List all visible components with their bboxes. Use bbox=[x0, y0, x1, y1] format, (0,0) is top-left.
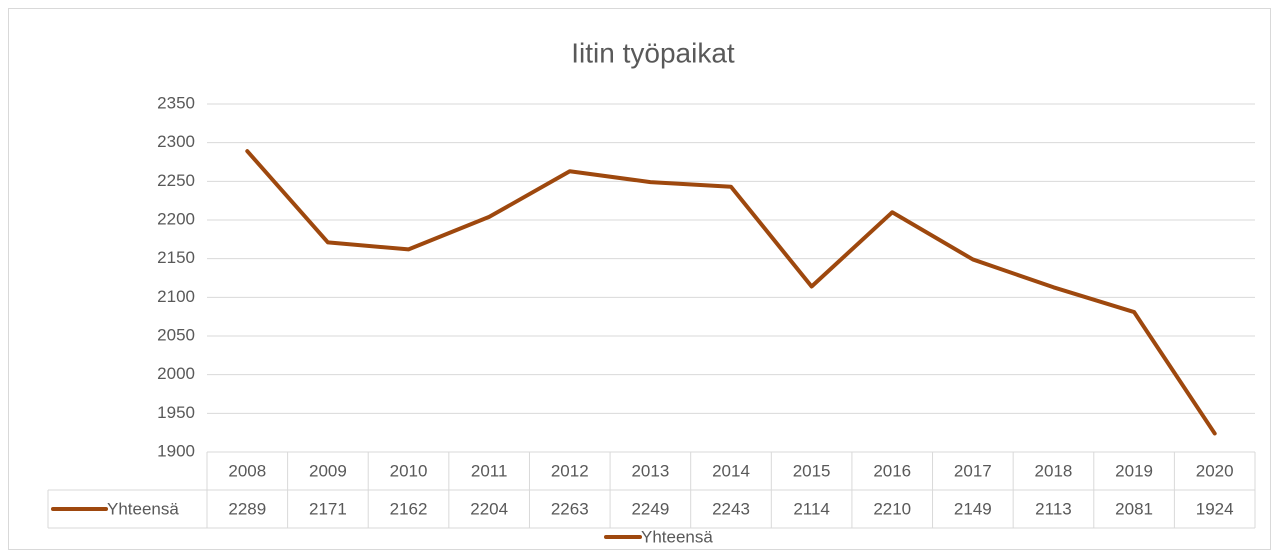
x-tick-label: 2012 bbox=[551, 461, 589, 480]
table-value: 1924 bbox=[1196, 499, 1234, 518]
chart-border bbox=[8, 8, 1271, 550]
y-tick-label: 1950 bbox=[157, 403, 195, 422]
x-tick-label: 2011 bbox=[471, 461, 508, 480]
table-value: 2243 bbox=[712, 499, 750, 518]
table-value: 2162 bbox=[390, 499, 428, 518]
x-tick-label: 2013 bbox=[631, 461, 669, 480]
y-tick-label: 2150 bbox=[157, 248, 195, 267]
y-tick-label: 2050 bbox=[157, 325, 195, 344]
x-tick-label: 2020 bbox=[1196, 461, 1234, 480]
table-series-name: Yhteensä bbox=[107, 499, 179, 518]
table-value: 2289 bbox=[228, 499, 266, 518]
table-value: 2081 bbox=[1115, 499, 1153, 518]
y-tick-label: 2300 bbox=[157, 132, 195, 151]
table-value: 2113 bbox=[1035, 499, 1072, 518]
x-tick-label: 2014 bbox=[712, 461, 750, 480]
table-value: 2210 bbox=[873, 499, 911, 518]
table-value: 2204 bbox=[470, 499, 508, 518]
line bbox=[245, 149, 1217, 436]
x-tick-label: 2008 bbox=[228, 461, 266, 480]
x-tick-label: 2010 bbox=[390, 461, 428, 480]
x-tick-label: 2017 bbox=[954, 461, 992, 480]
x-tick-label: 2009 bbox=[309, 461, 347, 480]
y-tick-label: 2000 bbox=[157, 364, 195, 383]
y-tick-label: 2100 bbox=[157, 287, 195, 306]
x-tick-label: 2018 bbox=[1035, 461, 1073, 480]
chart-title: Iitin työpaikat bbox=[571, 37, 735, 68]
y-tick-label: 2350 bbox=[157, 93, 195, 112]
table-value: 2263 bbox=[551, 499, 589, 518]
legend-label: Yhteensä bbox=[641, 527, 713, 546]
y-tick-label: 2250 bbox=[157, 171, 195, 190]
x-tick-label: 2015 bbox=[793, 461, 831, 480]
x-tick-label: 2019 bbox=[1115, 461, 1153, 480]
table-value: 2114 bbox=[793, 499, 830, 518]
y-tick-label: 2200 bbox=[157, 209, 195, 228]
x-tick-label: 2016 bbox=[873, 461, 911, 480]
y-tick-label: 1900 bbox=[157, 441, 195, 460]
table-value: 2149 bbox=[954, 499, 992, 518]
table-value: 2171 bbox=[309, 499, 347, 518]
table-value: 2249 bbox=[631, 499, 669, 518]
